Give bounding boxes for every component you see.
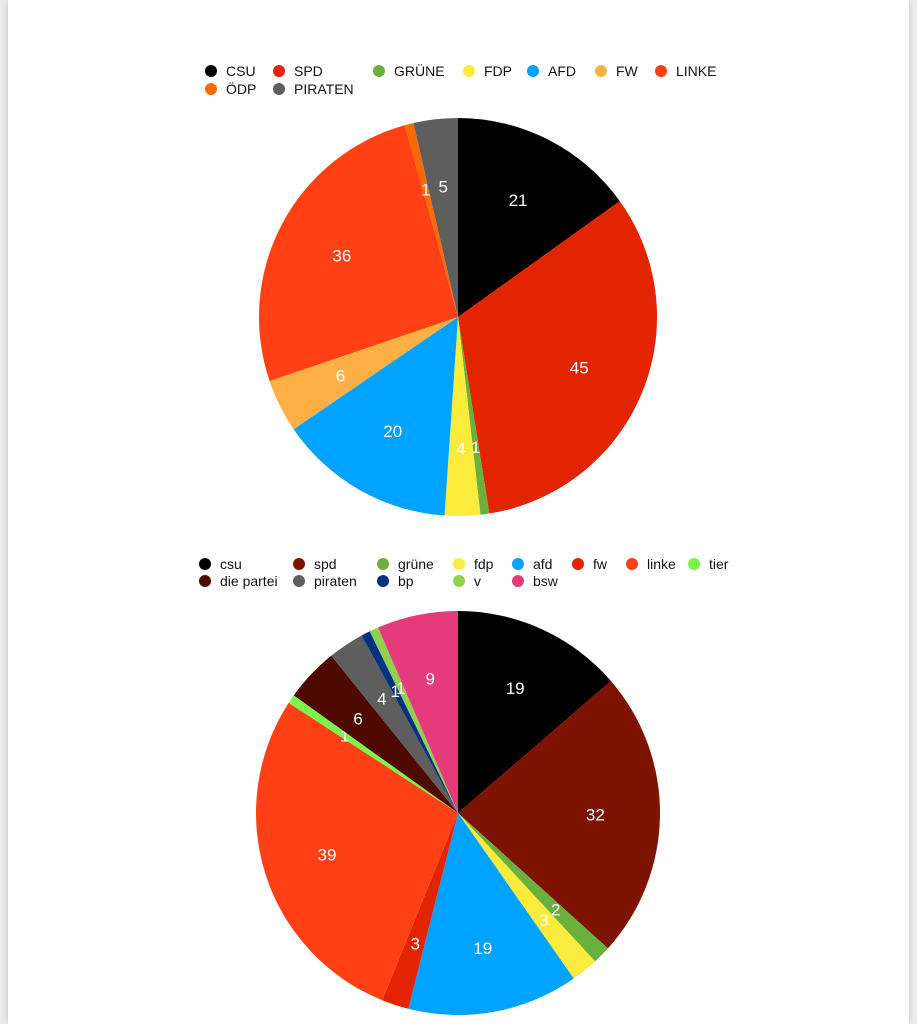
legend-marker — [377, 575, 389, 587]
pie-slice-fdp — [458, 813, 596, 979]
pie-slice-v — [369, 627, 458, 813]
legend-label: ÖDP — [226, 80, 256, 97]
legend-label: spd — [314, 556, 337, 572]
legend-marker — [453, 558, 465, 570]
slice-value-label: 21 — [509, 191, 528, 210]
pie-slice-bp — [361, 631, 458, 813]
legend-marker — [205, 83, 217, 95]
pie-slice-linke — [258, 125, 458, 382]
legend-marker — [273, 83, 285, 95]
chart-legend: CSU SPD GRÜNE FDP AFD FW LINKE ÖDP PIRATEN — [205, 62, 716, 97]
slice-value-label: 1 — [340, 727, 349, 746]
slice-value-label: 4 — [377, 690, 386, 709]
pie-slice-piraten — [413, 118, 458, 317]
pie-slice-afd — [293, 317, 458, 516]
pie-slice-die-partei — [293, 655, 458, 813]
legend-marker — [626, 558, 638, 570]
legend-label: AFD — [548, 63, 576, 79]
slice-value-label: 4 — [456, 439, 465, 458]
legend-label: piraten — [314, 573, 357, 589]
legend-label: CSU — [226, 63, 256, 79]
pie-slice-bsw — [378, 611, 458, 813]
legend-label: csu — [220, 556, 242, 572]
pie-slice-fw — [382, 813, 458, 1009]
legend-label: afd — [533, 556, 552, 572]
legend-label: die partei — [220, 573, 278, 589]
legend-marker — [377, 558, 389, 570]
slice-value-label: 9 — [426, 669, 435, 688]
slice-value-label: 20 — [383, 422, 402, 441]
legend-marker — [512, 575, 524, 587]
legend-marker — [453, 575, 465, 587]
slice-value-label: 6 — [336, 367, 345, 386]
legend-marker — [688, 558, 700, 570]
pie-slice-ödp — [404, 123, 458, 317]
slice-value-label: 19 — [506, 679, 525, 698]
legend-label: tier — [709, 556, 729, 572]
legend-marker — [655, 65, 667, 77]
pie-slice-spd — [458, 201, 657, 514]
legend-marker — [572, 558, 584, 570]
slice-value-label: 32 — [586, 806, 605, 825]
pie-slice-fdp — [444, 317, 481, 516]
legend-label: LINKE — [676, 63, 716, 79]
legend-marker — [199, 575, 211, 587]
pie-slice-csu — [458, 611, 611, 813]
legend-marker — [527, 65, 539, 77]
legend-label: bp — [398, 573, 414, 589]
chart-legend: csu spd grüne fdp afd fw linke tier die partei pi… — [199, 556, 729, 589]
legend-marker — [199, 558, 211, 570]
slice-value-label: 5 — [438, 177, 447, 196]
legend-marker — [463, 65, 475, 77]
slice-value-label: 6 — [353, 710, 362, 729]
legend-marker — [205, 65, 217, 77]
slice-value-label: 39 — [318, 845, 337, 864]
legend-label: fw — [593, 556, 608, 572]
legend-marker — [293, 575, 305, 587]
pie-chart-2: csu spd grüne fdp afd fw linke tier die partei pi… — [199, 556, 729, 1015]
legend-marker — [595, 65, 607, 77]
legend-label: FDP — [484, 63, 512, 79]
legend-marker — [293, 558, 305, 570]
legend-label: v — [474, 573, 481, 589]
document-page: CSU SPD GRÜNE FDP AFD FW LINKE ÖDP PIRATEN 21 45 1 4… — [8, 0, 909, 1024]
legend-label: GRÜNE — [394, 62, 445, 79]
legend-label: PIRATEN — [294, 81, 354, 97]
legend-label: grüne — [398, 556, 434, 572]
legend-label: linke — [647, 556, 676, 572]
legend-marker — [273, 65, 285, 77]
slice-value-label: 2 — [551, 901, 560, 920]
slice-value-label: 19 — [473, 939, 492, 958]
pie-slice-csu — [458, 118, 620, 317]
legend-label: bsw — [533, 573, 559, 589]
legend-label: FW — [616, 63, 639, 79]
pie-slice-afd — [408, 813, 574, 1015]
pie-slice-fw — [269, 317, 458, 430]
legend-marker — [373, 65, 385, 77]
slice-value-label: 45 — [570, 359, 589, 378]
legend-marker — [512, 558, 524, 570]
pie-slice-linke — [256, 702, 458, 1001]
legend-label: SPD — [294, 63, 323, 79]
pie-slice-tier — [288, 695, 458, 813]
pie-slice-piraten — [331, 635, 458, 813]
slice-value-label: 3 — [539, 911, 548, 930]
slice-value-label: 36 — [332, 247, 351, 266]
slice-value-label: 1 — [421, 181, 430, 200]
legend-label: fdp — [474, 556, 494, 572]
pie-slice-grüne — [458, 813, 608, 962]
pie-slice-spd — [458, 681, 660, 949]
slice-value-label: 1 — [396, 679, 405, 698]
slice-value-label: 1 — [390, 682, 399, 701]
slice-value-label: 1 — [471, 438, 480, 457]
slice-value-label: 3 — [411, 935, 420, 954]
pie-slice-grüne — [458, 317, 490, 515]
